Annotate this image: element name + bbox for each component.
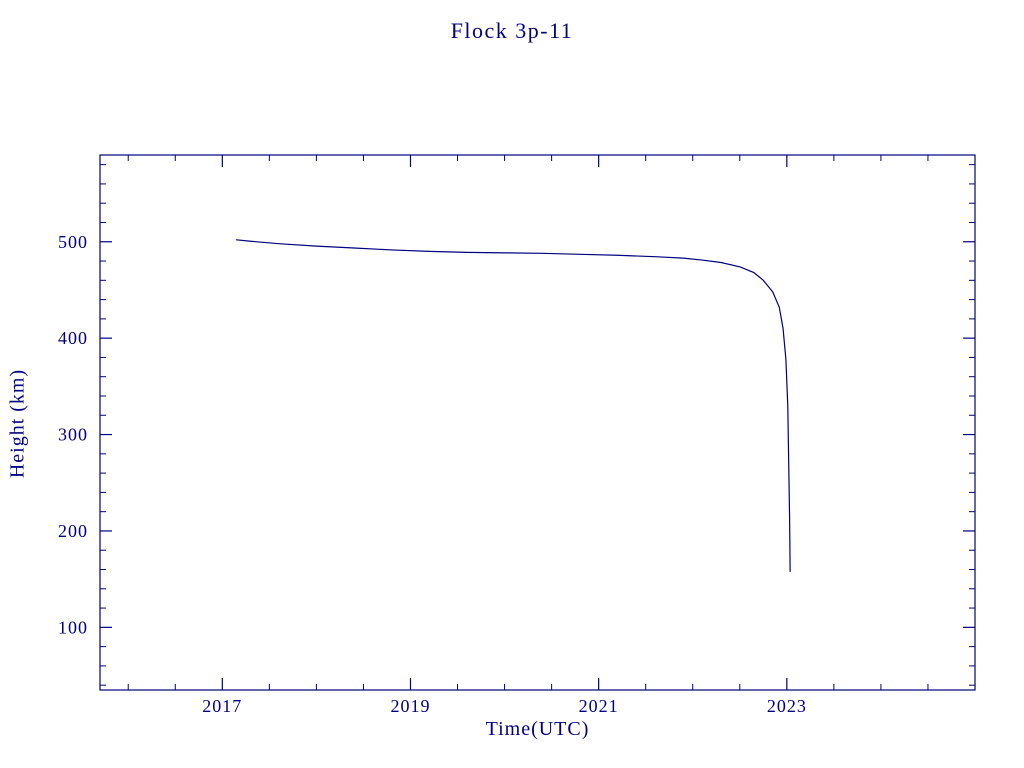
series-line	[235, 239, 791, 573]
x-tick-label: 2023	[767, 696, 807, 716]
y-tick-label: 200	[58, 521, 88, 541]
y-axis-label: Height (km)	[6, 368, 29, 479]
x-tick-label: 2019	[390, 696, 430, 716]
y-tick-label: 400	[58, 328, 88, 348]
chart-title: Flock 3p-11	[450, 18, 574, 43]
x-axis-label: Time(UTC)	[485, 718, 590, 740]
plot-frame	[99, 154, 976, 691]
x-tick-label: 2021	[579, 696, 619, 716]
y-tick-label: 300	[58, 425, 88, 445]
y-tick-label: 500	[58, 232, 88, 252]
y-tick-label: 100	[58, 617, 88, 637]
x-tick-label: 2017	[202, 696, 242, 716]
